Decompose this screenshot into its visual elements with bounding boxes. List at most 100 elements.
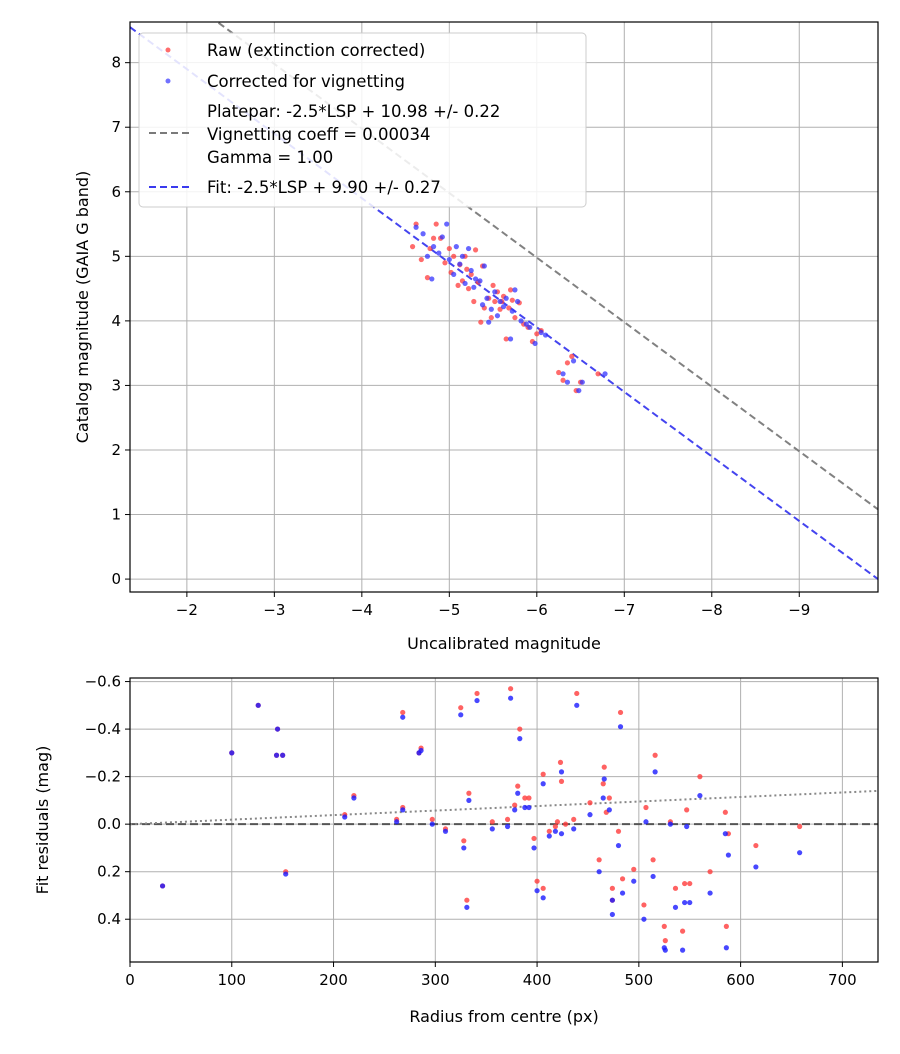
corrected-point [280,752,286,758]
raw-point [722,809,728,815]
corrected-point [534,888,540,894]
corrected-point [574,702,580,708]
raw-point [641,902,647,908]
corrected-point [531,845,537,851]
residuals-ticks: 0 100 200 300 400 500 600 700 0.4 0.2 0.0 −0.2 −0.4 −… [85,673,857,989]
raw-point [464,897,470,903]
raw-point [442,260,448,266]
raw-point [515,783,521,789]
raw-point [512,802,518,808]
corrected-point [723,945,729,951]
corrected-point [229,750,235,756]
raw-point [504,816,511,823]
raw-point [522,795,528,801]
y-tick-label: 4 [111,312,121,330]
y-tick-label: 0.4 [97,910,121,928]
calibration-points [409,221,608,394]
corrected-point [255,702,261,708]
corrected-point [494,313,501,319]
raw-point [687,880,693,887]
corrected-point [515,790,521,796]
y-tick-label: −0.6 [85,673,121,691]
raw-point [682,880,688,887]
legend-platepar-line-3: Gamma = 1.00 [207,148,333,167]
corrected-point [394,819,400,825]
raw-point [466,790,472,796]
raw-point [540,771,546,777]
corrected-point [558,831,565,837]
legend-raw-label: Raw (extinction corrected) [207,41,425,60]
raw-point [672,885,679,891]
raw-point [643,804,649,811]
corrected-point [420,231,426,237]
x-tick-label: −4 [351,601,373,619]
corrected-point [687,899,693,906]
corrected-point [631,878,637,884]
corrected-point [400,714,406,720]
raw-point [507,287,514,293]
corrected-point [468,267,474,274]
raw-point [797,823,803,830]
corrected-point [684,823,690,830]
corrected-point [662,947,668,953]
residuals-points [159,686,803,953]
raw-point [619,876,626,882]
raw-point [615,828,622,834]
raw-point [571,816,577,823]
raw-point [662,938,668,944]
corrected-point [697,793,703,799]
corrected-point [512,287,518,293]
calibration-axes-frame [129,21,879,593]
residuals-y-axis-label: Fit residuals (mag) [33,746,52,895]
x-tick-label: 700 [828,971,857,989]
corrected-point [558,769,565,775]
corrected-point [546,833,552,839]
corrected-point [680,947,686,953]
corrected-point [587,812,593,818]
corrected-point [722,831,728,837]
raw-point [562,821,569,827]
corrected-point [500,304,507,310]
raw-point [556,369,562,376]
y-tick-label: 3 [111,376,121,394]
calibration-x-axis-label: Uncalibrated magnitude [407,634,601,653]
raw-point [534,878,540,884]
raw-point [600,781,606,787]
calibration-plot: −2 −3 −4 −5 −6 −7 −8 −9 0 1 2 3 4 5 6 7 8 Uncalibrated m… [73,21,879,653]
raw-point [596,857,602,863]
corrected-point [542,332,549,338]
raw-point [680,928,686,934]
corrected-point [413,224,419,230]
corrected-point [753,864,759,870]
raw-point [471,298,477,305]
raw-point [531,835,537,842]
corrected-point [617,724,624,730]
corrected-point [436,250,442,256]
corrected-point [522,804,528,811]
corrected-point [351,795,357,801]
raw-point [468,271,474,278]
raw-point [400,709,406,716]
corrected-point [564,379,571,385]
corrected-point [570,358,577,364]
corrected-point [526,804,532,811]
corrected-point [596,869,602,875]
corrected-point [429,276,435,282]
raw-point [526,795,532,801]
corrected-point [571,826,577,832]
corrected-point [446,256,452,263]
corrected-point [643,819,649,825]
raw-point [753,842,759,849]
raw-point [723,923,729,929]
raw-point [569,353,575,359]
raw-point [424,275,431,281]
corrected-point [442,828,449,834]
y-tick-label: 0 [111,570,121,588]
corrected-point [600,795,606,801]
raw-point [503,336,509,342]
y-tick-label: 0.2 [97,863,121,881]
raw-point [472,247,479,253]
corrected-point [641,916,647,922]
corrected-point [682,899,688,906]
x-tick-label: 500 [625,971,654,989]
